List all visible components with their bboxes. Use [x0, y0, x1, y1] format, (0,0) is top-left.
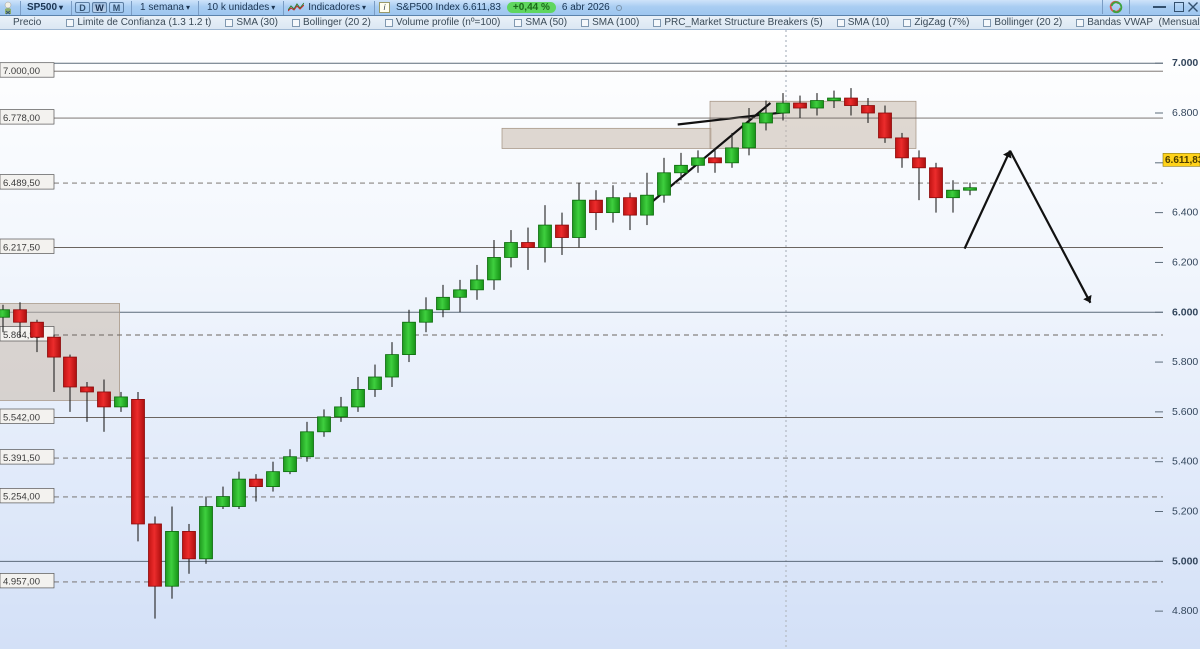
svg-text:5.542,00: 5.542,00: [3, 412, 40, 423]
svg-text:6.778,00: 6.778,00: [3, 113, 40, 124]
svg-text:6.000: 6.000: [1172, 306, 1198, 318]
svg-text:6.217,50: 6.217,50: [3, 242, 40, 253]
svg-text:6.489,50: 6.489,50: [3, 178, 40, 189]
svg-text:5.254,00: 5.254,00: [3, 492, 40, 503]
svg-text:4.957,00: 4.957,00: [3, 577, 40, 588]
svg-text:5.800: 5.800: [1172, 356, 1198, 368]
svg-text:7.000: 7.000: [1172, 57, 1198, 69]
svg-text:4.800: 4.800: [1172, 605, 1198, 617]
svg-text:5.391,50: 5.391,50: [3, 453, 40, 464]
svg-text:7.000,00: 7.000,00: [3, 66, 40, 77]
svg-text:6.200: 6.200: [1172, 256, 1198, 268]
svg-text:5.400: 5.400: [1172, 456, 1198, 468]
svg-text:6.611,83: 6.611,83: [1165, 155, 1200, 166]
svg-text:6.400: 6.400: [1172, 207, 1198, 219]
svg-text:6.800: 6.800: [1172, 107, 1198, 119]
svg-text:5.600: 5.600: [1172, 406, 1198, 418]
svg-text:5.200: 5.200: [1172, 506, 1198, 518]
svg-text:5.000: 5.000: [1172, 555, 1198, 567]
